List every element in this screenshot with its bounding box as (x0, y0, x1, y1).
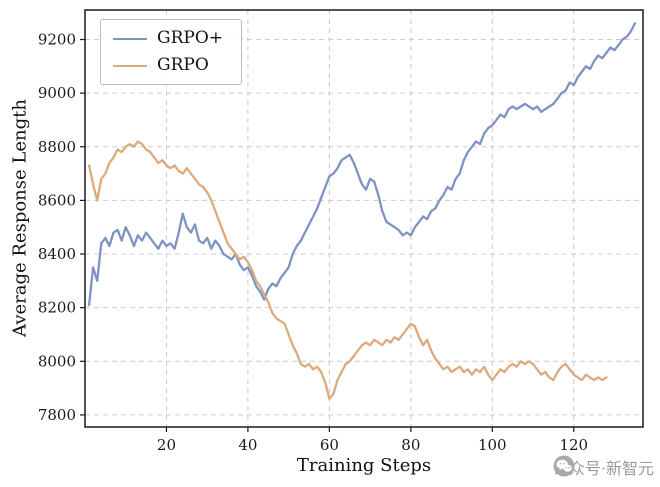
legend: GRPO+ GRPO (100, 19, 242, 85)
y-tick-label: 7800 (38, 406, 76, 424)
series-line-grpo-plus (87, 22, 637, 307)
legend-line-grpo-plus (113, 37, 147, 40)
legend-line-grpo (113, 64, 147, 67)
x-axis-label: Training Steps (296, 455, 432, 476)
y-axis-label: Average Response Length (9, 99, 31, 337)
watermark-text: 公众号·新智元 (552, 459, 654, 478)
y-tick-label: 8600 (38, 191, 76, 209)
y-tick-label: 8000 (38, 352, 76, 370)
plot-border (84, 9, 644, 428)
x-tick-label: 40 (238, 436, 257, 454)
watermark: 公众号·新智元 (553, 455, 654, 479)
x-tick-label: 100 (478, 436, 507, 454)
wechat-icon (553, 455, 575, 477)
y-tick-label: 9200 (38, 30, 76, 48)
legend-label-grpo: GRPO (157, 55, 209, 75)
x-tick-label: 120 (559, 436, 588, 454)
x-tick-label: 60 (320, 436, 339, 454)
legend-label-grpo-plus: GRPO+ (157, 28, 223, 48)
y-tick-label: 8800 (38, 138, 76, 156)
legend-item-grpo: GRPO (113, 57, 223, 74)
x-tick-label: 20 (157, 436, 176, 454)
x-tick-label: 80 (401, 436, 420, 454)
series-line-grpo (87, 140, 608, 400)
y-tick-label: 8400 (38, 245, 76, 263)
y-tick-label: 8200 (38, 299, 76, 317)
y-tick-label: 9000 (38, 84, 76, 102)
legend-item-grpo-plus: GRPO+ (113, 30, 223, 47)
